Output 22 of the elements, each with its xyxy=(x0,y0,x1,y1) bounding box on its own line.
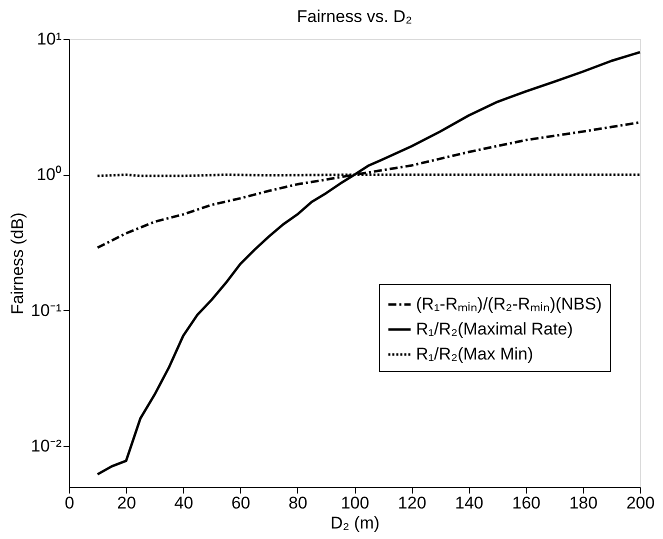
x-tick-label: 100 xyxy=(340,494,370,512)
legend-label: (R₁-Rₘᵢₙ)/(R₂-Rₘᵢₙ)(NBS) xyxy=(416,294,602,314)
legend-label: R₁/R₂(Maximal Rate) xyxy=(416,320,573,338)
x-tick-label: 180 xyxy=(569,494,598,512)
y-tick-label: 10⁻¹ xyxy=(30,300,62,320)
y-tick-label: 10¹ xyxy=(36,30,62,48)
x-axis-title: D₂ (m) xyxy=(330,514,380,532)
line-series xyxy=(96,50,642,476)
y-axis-title: Fairness (dB) xyxy=(8,212,27,315)
x-tick-label: 0 xyxy=(64,494,74,512)
x-tick-label: 60 xyxy=(231,494,250,512)
x-tick-label: 200 xyxy=(626,494,655,512)
y-tick-label: 10⁰ xyxy=(36,165,62,184)
x-tick-label: 40 xyxy=(174,494,194,512)
y-tick-label: 10⁻² xyxy=(30,436,62,456)
x-tick-label: 20 xyxy=(117,494,136,512)
legend-label: R₁/R₂(Max Min) xyxy=(416,344,534,364)
x-tick-label: 140 xyxy=(455,494,484,512)
x-tick-label: 120 xyxy=(398,494,426,512)
x-tick-label: 160 xyxy=(512,494,540,512)
chart-title: Fairness vs. D₂ xyxy=(296,7,412,26)
x-tick-label: 80 xyxy=(288,494,308,512)
